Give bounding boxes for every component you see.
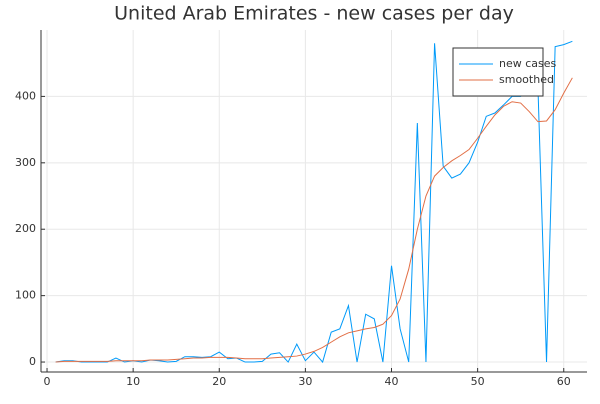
- x-tick-label: 0: [44, 375, 51, 388]
- x-tick-label: 20: [212, 375, 226, 388]
- x-tick-label: 50: [471, 375, 485, 388]
- x-tick-label: 60: [557, 375, 571, 388]
- y-tick-label: 400: [15, 89, 36, 102]
- x-tick-label: 40: [385, 375, 399, 388]
- x-tick-label: 30: [298, 375, 312, 388]
- x-tick-label: 10: [126, 375, 140, 388]
- legend-label: new cases: [499, 57, 557, 70]
- series-line: [55, 77, 573, 363]
- legend-box: [452, 47, 544, 97]
- y-tick-label: 0: [29, 355, 36, 368]
- y-tick-label: 300: [15, 156, 36, 169]
- chart-title: United Arab Emirates - new cases per day: [114, 3, 514, 25]
- legend-label: smoothed: [499, 73, 554, 86]
- series-line: [55, 40, 573, 364]
- y-tick-label: 100: [15, 289, 36, 302]
- y-tick-label: 200: [15, 222, 36, 235]
